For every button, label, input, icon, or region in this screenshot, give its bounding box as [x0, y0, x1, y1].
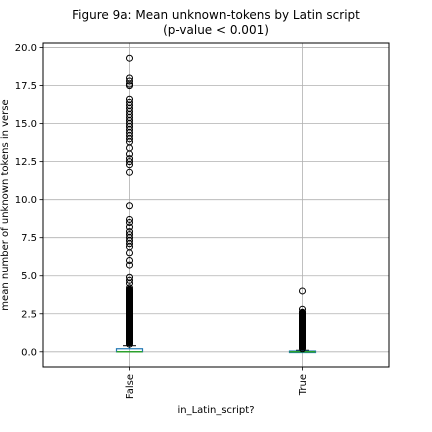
y-tick-label: 10.0 — [15, 195, 37, 206]
dense-outlier-cluster — [299, 309, 306, 351]
outlier-point — [126, 215, 133, 223]
outlier-point — [126, 161, 133, 169]
chart-title: Figure 9a: Mean unknown-tokens by Latin … — [72, 8, 360, 22]
y-tick-label: 20.0 — [15, 43, 37, 54]
y-tick-label: 15.0 — [15, 119, 37, 130]
outlier-point — [126, 223, 133, 231]
outlier-point — [126, 257, 133, 265]
outlier-point — [126, 202, 133, 210]
grid-lines — [43, 43, 389, 367]
outlier-point — [126, 168, 133, 176]
plot-frame — [42, 42, 390, 368]
y-tick-label: 5.0 — [21, 271, 37, 282]
outlier-point — [126, 249, 133, 257]
x-tick-label: False — [125, 374, 136, 399]
x-axis-label: in_Latin_script? — [177, 405, 254, 416]
outlier-point — [126, 276, 133, 284]
y-tick-label: 17.5 — [15, 81, 37, 92]
y-axis: 0.0 2.5 5.0 7.5 10.0 12.5 15.0 17.5 20.0 — [15, 43, 43, 358]
y-tick-label: 2.5 — [21, 309, 37, 320]
outlier-point — [126, 218, 133, 226]
outlier-point — [126, 279, 133, 287]
outlier-point — [126, 135, 133, 143]
outlier-point — [126, 240, 133, 248]
y-axis-label: mean number of unknown tokens in verse — [0, 99, 11, 310]
outlier-points — [126, 54, 306, 353]
chart-subtitle: (p-value < 0.001) — [163, 23, 269, 37]
outlier-point — [126, 77, 133, 85]
outlier-point — [299, 287, 306, 295]
x-tick-label: True — [298, 374, 309, 396]
outlier-point — [126, 150, 133, 158]
y-tick-label: 7.5 — [21, 233, 37, 244]
x-axis: False True — [125, 367, 309, 399]
outlier-point — [126, 82, 133, 90]
outlier-point — [126, 261, 133, 269]
y-tick-label: 0.0 — [21, 347, 37, 358]
outlier-point — [126, 54, 133, 62]
y-tick-label: 12.5 — [15, 157, 37, 168]
dense-outlier-cluster — [126, 286, 133, 346]
outlier-point — [126, 158, 133, 166]
